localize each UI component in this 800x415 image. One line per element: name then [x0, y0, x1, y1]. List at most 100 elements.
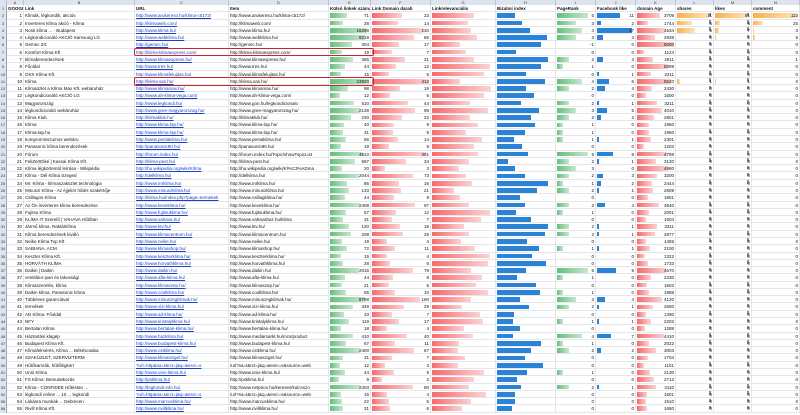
row-number[interactable]: 31 — [0, 223, 7, 231]
link-cell[interactable]: http://www.ktv.hu/ — [135, 223, 229, 231]
row-number[interactable]: 15 — [0, 106, 7, 115]
table-row[interactable]: 36 Daikin | Daikin http://www.daikin.hu/ht… — [7, 267, 800, 275]
row-number[interactable]: 6 — [0, 41, 7, 49]
column-header[interactable]: Bizalmi index — [496, 5, 556, 13]
row-number[interactable]: 7 — [0, 48, 7, 56]
table-row[interactable]: 2 Inverteres klíma akció - Klíma http://kl… — [7, 19, 800, 27]
table-row[interactable]: 28 Fujitsu Klíma http://www.fujitsuklima.h… — [7, 208, 800, 217]
table-row[interactable]: 14 légkondicionáló webáruház http://www.gr… — [7, 106, 800, 115]
table-row[interactable]: 32 Neike Klíma Top Kft http://www.neike.hu… — [7, 237, 800, 246]
table-row[interactable]: 37 ventilátor ipari és lakossági http://ww… — [7, 274, 800, 282]
link-cell[interactable]: http://www.keszterklima.hu/ — [135, 252, 229, 260]
link-cell[interactable]: http://www.minuszegklimak.hu/ — [135, 296, 229, 304]
row-number[interactable]: 47 — [0, 339, 7, 348]
table-row[interactable]: 23 Klíma - Dél Klíma Szeged http://delklim… — [7, 172, 800, 180]
table-row[interactable]: 16 Klíma http://www.klima-lap.hu/http://ww… — [7, 121, 800, 129]
column-letter[interactable]: F — [371, 0, 431, 5]
link-cell[interactable]: http://www.mrklima.hu/ — [135, 179, 229, 187]
row-number[interactable]: 50 — [0, 361, 7, 369]
table-row[interactable]: 26 Csillagos Klíma http://klima.hu/index.p… — [7, 194, 800, 202]
link-cell[interactable]: http://www.webklima.hu/ — [135, 34, 229, 42]
row-number[interactable]: 20 — [0, 143, 7, 151]
table-row[interactable]: 47 Klímafelmérés, Klíma ... Békéscsaba htt… — [7, 347, 800, 355]
row-number[interactable]: 11 — [0, 77, 7, 86]
table-row[interactable]: 50 Unió Klíma http://www.unio-klima.hu/htt… — [7, 369, 800, 377]
column-header[interactable]: URL — [135, 5, 229, 13]
table-row[interactable]: 5 Gemec Zrt. http://gemec.hu/http://gemec.… — [7, 41, 800, 49]
link-cell[interactable]: http://www.minuszklima.hu/ — [135, 187, 229, 195]
table-row[interactable]: 39 Daikin klíma, Panasonic klíma http://ww… — [7, 288, 800, 297]
table-row[interactable]: 31 Klíma berendezések kiváló http://www.kl… — [7, 230, 800, 238]
table-row[interactable]: 44 Bertalan Klíma http://www.bertalan-klim… — [7, 325, 800, 333]
row-number[interactable]: 45 — [0, 325, 7, 333]
row-number[interactable]: 34 — [0, 245, 7, 253]
row-number[interactable]: 54 — [0, 390, 7, 399]
column-header[interactable]: Külső linkek száma — [330, 5, 371, 13]
link-cell[interactable]: ?url=http&sa=t&rct=j&q=&esrc=s — [135, 390, 229, 399]
table-row[interactable]: 48 SZAKÜZLET, SZERVIZTERM http://www.klima… — [7, 354, 800, 362]
table-row[interactable]: 42 AD Klíma: Főoldal http://www.ad-klima.h… — [7, 310, 800, 319]
table-row[interactable]: 49 Hűtőkamrák, hűtőlégkört ?url=http&sa=t&… — [7, 361, 800, 369]
link-cell[interactable]: http://www.coolklima.hu/ — [135, 288, 229, 297]
column-letter[interactable]: B — [24, 0, 135, 5]
table-row[interactable]: 10 Klíma http://klima.sas.hu/http://klima.… — [7, 77, 800, 86]
row-number[interactable]: 37 — [0, 267, 7, 275]
link-cell[interactable]: http://www.marcusklima.hu/ — [135, 398, 229, 406]
table-row[interactable]: 46 Budapest Klíma Kft. http://www.budapest… — [7, 339, 800, 348]
link-cell[interactable]: http://www.vahava.hu/ — [135, 216, 229, 224]
link-cell[interactable]: http://legkondi-info.hu/ — [135, 383, 229, 391]
link-cell[interactable]: http://www.bertalan-klima.hu/ — [135, 325, 229, 333]
row-number[interactable]: 48 — [0, 347, 7, 355]
table-row[interactable]: 12 Légkondicionáló AKCIÓ LG http://www.ah-… — [7, 92, 800, 100]
link-cell[interactable]: http://www.neike.hu/ — [135, 237, 229, 246]
row-number[interactable]: 53 — [0, 383, 7, 391]
column-letter[interactable]: H — [496, 0, 556, 5]
table-row[interactable]: 55 Rivill Klíma Kft. http://www.rivillklim… — [7, 405, 800, 413]
link-cell[interactable]: http://www.afta-klima.hu/ — [135, 274, 229, 282]
link-cell[interactable]: http://www.klimasziget.hu/ — [135, 354, 229, 362]
link-cell[interactable]: http://klima.hu/index.php?page=termekek — [135, 194, 229, 202]
row-number[interactable]: 41 — [0, 296, 7, 304]
link-cell[interactable]: http://www.legkondi.hu/ — [135, 99, 229, 107]
table-row[interactable]: 51 FS Klíma: Bemutatkozás http://pxklima.h… — [7, 376, 800, 384]
column-header[interactable]: Linkrelevanciális — [431, 5, 496, 13]
link-cell[interactable]: http://www.arukereso.hu/klima-c5172/ — [135, 12, 229, 20]
row-number[interactable]: 32 — [0, 230, 7, 238]
table-row[interactable]: 52 Klíma - CONFIDEE Hűtéstan ... http://le… — [7, 383, 800, 391]
column-letter[interactable]: A — [7, 0, 24, 5]
link-cell[interactable]: http://klimaweb.com/ — [135, 19, 229, 27]
link-cell[interactable]: http://www.klima-lap.hu/ — [135, 121, 229, 129]
column-header[interactable]: likes — [714, 5, 752, 13]
link-cell[interactable]: http://www.pentaklima.hu/ — [135, 136, 229, 144]
row-number[interactable]: 14 — [0, 99, 7, 107]
row-number[interactable]: 44 — [0, 318, 7, 326]
link-cell[interactable]: http://www.klimafelujitas.hu/ — [135, 70, 229, 78]
table-row[interactable]: 20 Fórum http://forum.index.hu/http://foru… — [7, 150, 800, 158]
table-row[interactable]: 54 Lakásra munkák ... Debrecen http://www.… — [7, 398, 800, 406]
column-letter[interactable]: I — [556, 0, 596, 5]
row-number[interactable]: 52 — [0, 376, 7, 384]
table-row[interactable]: 7 klímaberendezések http://www.klimaexpres… — [7, 55, 800, 64]
row-number[interactable]: 2 — [0, 12, 7, 20]
link-cell[interactable]: http://klimaklub.hu/ — [135, 114, 229, 122]
table-row[interactable]: 29 KLÍMA IT Szerelő | VAHAVA Hűtőtan http:… — [7, 216, 800, 224]
row-number[interactable]: 13 — [0, 92, 7, 100]
row-number[interactable]: 49 — [0, 354, 7, 362]
link-cell[interactable]: http://forum.index.hu/ — [135, 150, 229, 158]
row-number[interactable]: 4 — [0, 26, 7, 35]
table-row[interactable]: 3 Nosti klíma ... - Budapest http://www.kl… — [7, 26, 800, 35]
row-number[interactable]: 42 — [0, 303, 7, 311]
link-cell[interactable]: http://www.gree-magyarorszag.hu/ — [135, 106, 229, 115]
row-number[interactable]: 19 — [0, 136, 7, 144]
row-number[interactable]: 3 — [0, 19, 7, 27]
link-cell[interactable]: http://www.fujitsuklima.hu/ — [135, 208, 229, 217]
table-row[interactable]: 17 Klíma-lap.hu http://www.klima-lap.hu/ht… — [7, 128, 800, 137]
link-cell[interactable]: http://klima-klimaexpress.com/ — [135, 48, 229, 56]
row-number[interactable]: 51 — [0, 369, 7, 377]
column-header[interactable]: Link Domain darab — [371, 5, 431, 13]
table-row[interactable]: 6 Komfort Klíma Kft http://klima-klimaexpr… — [7, 48, 800, 56]
table-row[interactable]: 4 Légkondicionáló AKCIÓ Samsung LG http://… — [7, 34, 800, 42]
row-number[interactable]: 56 — [0, 405, 7, 413]
table-row[interactable]: 45 Háztartási klagép http://www.hazklima.h… — [7, 332, 800, 340]
link-cell[interactable]: http://www.klimacentrum.hu/ — [135, 230, 229, 238]
